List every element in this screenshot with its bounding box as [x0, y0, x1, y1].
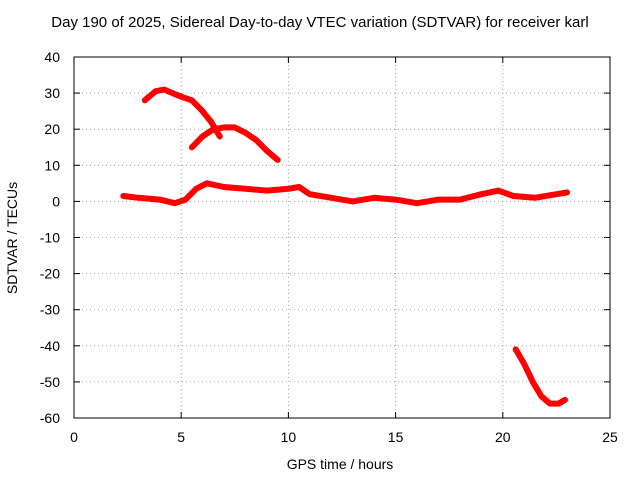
- y-tick-label: -30: [40, 302, 60, 318]
- y-tick-label: -50: [40, 374, 60, 390]
- x-tick-label: 10: [281, 429, 297, 445]
- y-tick-label: 40: [44, 49, 60, 65]
- y-tick-label: -20: [40, 266, 60, 282]
- y-tick-label: -60: [40, 410, 60, 426]
- grid-lines: [74, 57, 610, 418]
- x-tick-label: 25: [602, 429, 618, 445]
- series-arc-3: [120, 180, 571, 207]
- series-lines: [120, 86, 571, 407]
- x-axis-label: GPS time / hours: [286, 456, 394, 472]
- axis-ticks: 0 5 10 15 20 25 -60 -50 -40 -30 -20 -10 0 10 20 30 40: [40, 49, 618, 445]
- chart-title: Day 190 of 2025, Sidereal Day-to-day VTE…: [51, 14, 589, 31]
- x-tick-label: 0: [70, 429, 78, 445]
- series-arc-2: [188, 124, 281, 163]
- y-tick-label: 30: [44, 85, 60, 101]
- y-tick-label: -40: [40, 338, 60, 354]
- x-tick-label: 20: [495, 429, 511, 445]
- x-tick-label: 5: [177, 429, 185, 445]
- y-tick-label: 20: [44, 121, 60, 137]
- x-tick-label: 15: [388, 429, 404, 445]
- series-arc-4: [512, 346, 568, 407]
- y-tick-label: 10: [44, 157, 60, 173]
- y-tick-label: 0: [52, 193, 60, 209]
- y-tick-label: -10: [40, 230, 60, 246]
- series-arc-1: [141, 86, 223, 140]
